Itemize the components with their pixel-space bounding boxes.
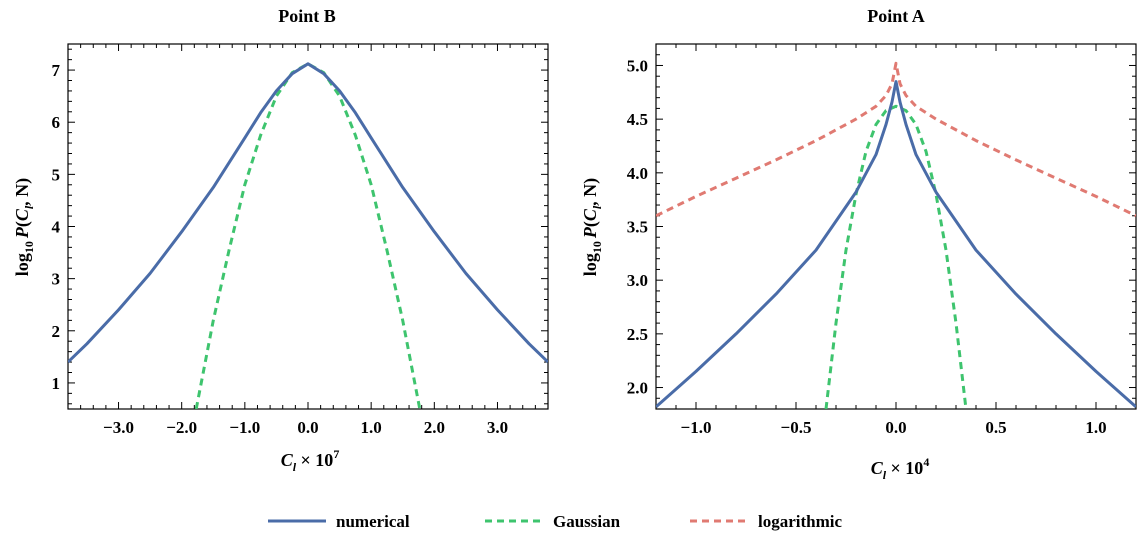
y-tick-label: 5 [52,165,61,184]
plot-frame [67,43,549,410]
chart-title: Point B [278,6,336,26]
x-tick-label: −3.0 [103,418,134,437]
axis-ticks: −3.0 −2.0 −1.0 0.0 1.0 2.0 3.0 1 2 3 4 5 6 7 [52,44,549,437]
chart-panel-point-b: Point B −3.0 −2.0 −1.0 0.0 1.0 2.0 3.01234567 … [12,6,549,474]
legend-item-gaussian: Gaussian [485,512,621,531]
y-tick-label: 2.5 [627,325,648,344]
y-tick-label: 3 [52,270,61,289]
series-line-numerical [656,80,1136,409]
plot-curves [68,62,548,409]
x-axis-label: Cl × 107 [281,447,340,474]
legend: numerical Gaussian logarithmic [268,512,842,531]
series-line-logarithmic [656,61,1136,218]
x-tick-label: −1.0 [229,418,260,437]
series-line-gaussian [194,62,422,409]
y-tick-label: 4.0 [627,164,648,183]
x-tick-label: 0.0 [297,418,318,437]
y-tick-label: 5.0 [627,56,648,75]
series-line-numerical [68,62,548,364]
x-tick-label: 1.0 [361,418,382,437]
y-tick-label: 1 [52,374,61,393]
chart-panel-point-a: Point A −1.0 −0.5 0.0 0.5 1.0 2.0 2.5 3.0 3.5 4.0… [580,6,1137,482]
x-tick-label: 0.0 [885,418,906,437]
y-tick-label: 3.5 [627,218,648,237]
y-tick-label: 7 [52,61,61,80]
legend-item-logarithmic: logarithmic [690,512,842,531]
legend-label: Gaussian [553,512,621,531]
x-tick-label: 3.0 [487,418,508,437]
axis-ticks: −1.0 −0.5 0.0 0.5 1.0 2.0 2.5 3.0 3.5 4.0 4.5 5.0 [627,43,1137,437]
x-axis-label: Cl × 104 [871,455,930,482]
x-tick-label: −2.0 [166,418,197,437]
plot-curves [656,61,1136,409]
y-axis-label: log10P(Cl, N) [580,178,604,276]
x-tick-label: 1.0 [1085,418,1106,437]
y-tick-label: 2.0 [627,379,648,398]
y-tick-label: 4.5 [627,110,648,129]
legend-item-numerical: numerical [268,512,410,531]
plot-frame [655,43,1137,410]
y-tick-label: 4 [52,218,61,237]
chart-title: Point A [867,6,925,26]
legend-label: numerical [336,512,410,531]
x-tick-label: −0.5 [781,418,812,437]
y-tick-label: 3.0 [627,271,648,290]
legend-label: logarithmic [758,512,842,531]
series-line-gaussian [824,104,968,409]
x-tick-label: −1.0 [681,418,712,437]
y-tick-label: 2 [52,322,61,341]
x-tick-label: 0.5 [985,418,1006,437]
x-tick-label: 2.0 [424,418,445,437]
y-tick-label: 6 [52,113,61,132]
y-axis-label: log10P(Cl, N) [12,178,36,276]
